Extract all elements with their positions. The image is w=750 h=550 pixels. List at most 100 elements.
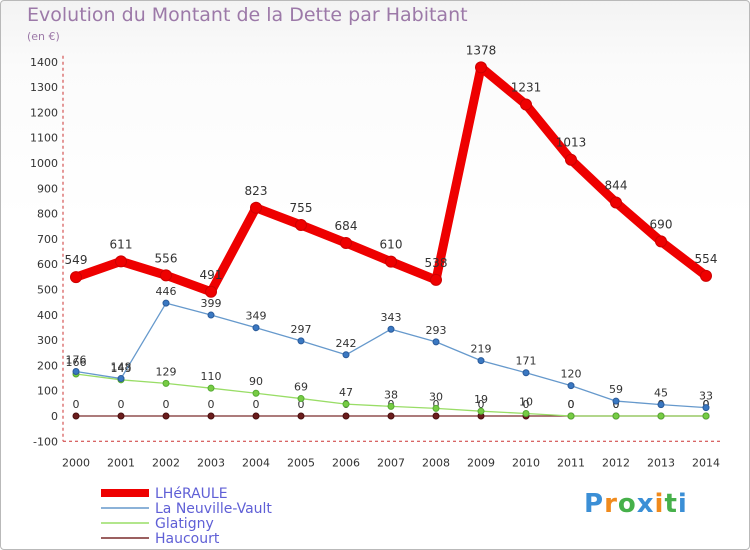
data-point-glatigny	[522, 409, 530, 417]
data-label-lh-raule: 610	[380, 238, 403, 252]
data-point-haucourt	[252, 412, 260, 420]
data-label-la-neuville-vault: 171	[516, 355, 537, 368]
data-point-glatigny	[207, 384, 215, 392]
data-point-la-neuville-vault	[342, 351, 350, 359]
data-point-lh-raule	[115, 255, 127, 268]
data-label-glatigny: 10	[519, 395, 533, 408]
data-point-la-neuville-vault	[387, 325, 395, 333]
data-label-la-neuville-vault: 45	[654, 387, 668, 400]
x-tick-label: 2000	[62, 456, 90, 469]
chart-subtitle: (en €)	[27, 30, 60, 43]
legend-label: LHéRAULE	[155, 486, 228, 502]
data-point-la-neuville-vault	[567, 382, 575, 390]
x-tick-label: 2004	[242, 456, 270, 469]
y-tick-label: 1200	[30, 106, 58, 119]
data-label-glatigny: 69	[294, 381, 308, 394]
data-label-glatigny: 47	[339, 386, 353, 399]
data-label-haucourt: 0	[523, 398, 530, 411]
data-label-haucourt: 0	[478, 398, 485, 411]
data-label-la-neuville-vault: 343	[381, 311, 402, 324]
data-point-la-neuville-vault	[117, 375, 125, 383]
data-point-la-neuville-vault	[522, 369, 530, 377]
data-label-la-neuville-vault: 349	[246, 310, 267, 323]
data-point-haucourt	[342, 412, 350, 420]
data-label-la-neuville-vault: 219	[471, 343, 492, 356]
data-point-glatigny	[342, 400, 350, 408]
data-point-la-neuville-vault	[162, 299, 170, 307]
x-tick-label: 2006	[332, 456, 360, 469]
data-label-la-neuville-vault: 33	[699, 390, 713, 403]
data-point-glatigny	[252, 389, 260, 397]
data-label-haucourt: 0	[253, 398, 260, 411]
data-label-glatigny: 19	[474, 393, 488, 406]
x-tick-label: 2014	[692, 456, 720, 469]
legend-label: Glatigny	[155, 516, 214, 532]
y-tick-label: 1100	[30, 132, 58, 145]
data-label-la-neuville-vault: 399	[201, 297, 222, 310]
data-label-lh-raule: 844	[605, 178, 628, 192]
data-label-lh-raule: 549	[65, 253, 88, 267]
data-label-lh-raule: 755	[290, 201, 313, 215]
data-label-lh-raule: 538	[425, 256, 448, 270]
y-tick-label: 400	[37, 309, 58, 322]
data-point-glatigny	[477, 407, 485, 415]
data-label-lh-raule: 1378	[466, 43, 497, 57]
data-point-lh-raule	[565, 153, 577, 166]
data-point-glatigny	[387, 402, 395, 410]
data-point-lh-raule	[70, 271, 82, 284]
data-label-la-neuville-vault: 297	[291, 323, 312, 336]
data-point-haucourt	[297, 412, 305, 420]
data-point-lh-raule	[295, 218, 307, 231]
data-point-haucourt	[72, 412, 80, 420]
y-tick-label: 0	[51, 410, 58, 423]
data-point-la-neuville-vault	[72, 367, 80, 375]
proxiti-logo: Proxiti	[584, 489, 688, 519]
data-point-glatigny	[567, 412, 575, 420]
data-point-la-neuville-vault	[477, 357, 485, 365]
data-label-glatigny: 0	[568, 398, 575, 411]
data-point-glatigny	[432, 404, 440, 412]
data-point-glatigny	[162, 379, 170, 387]
data-point-lh-raule	[520, 98, 532, 111]
data-point-lh-raule	[340, 236, 352, 249]
x-tick-label: 2013	[647, 456, 675, 469]
data-label-la-neuville-vault: 148	[111, 361, 132, 374]
x-tick-label: 2012	[602, 456, 630, 469]
data-label-la-neuville-vault: 293	[426, 324, 447, 337]
x-tick-label: 2009	[467, 456, 495, 469]
x-tick-label: 2007	[377, 456, 405, 469]
data-point-la-neuville-vault	[207, 311, 215, 319]
data-point-lh-raule	[700, 269, 712, 282]
legend-label: La Neuville-Vault	[155, 501, 272, 517]
data-label-la-neuville-vault: 176	[66, 353, 87, 366]
data-point-lh-raule	[430, 273, 442, 286]
data-label-lh-raule: 823	[245, 184, 268, 198]
data-point-glatigny	[657, 412, 665, 420]
data-label-haucourt: 0	[163, 398, 170, 411]
data-label-glatigny: 129	[156, 365, 177, 378]
data-point-la-neuville-vault	[702, 404, 710, 412]
data-label-glatigny: 30	[429, 390, 443, 403]
data-label-lh-raule: 554	[695, 252, 718, 266]
data-label-lh-raule: 1231	[511, 81, 542, 95]
data-point-lh-raule	[205, 285, 217, 298]
y-tick-label: 200	[37, 359, 58, 372]
y-tick-label: 700	[37, 233, 58, 246]
data-label-haucourt: 0	[568, 398, 575, 411]
x-tick-label: 2010	[512, 456, 540, 469]
data-point-la-neuville-vault	[657, 401, 665, 409]
data-point-lh-raule	[475, 61, 487, 74]
data-point-lh-raule	[160, 269, 172, 282]
data-label-lh-raule: 1013	[556, 136, 587, 150]
y-tick-label: 1000	[30, 157, 58, 170]
data-point-la-neuville-vault	[297, 337, 305, 345]
data-label-la-neuville-vault: 59	[609, 383, 623, 396]
data-label-lh-raule: 491	[200, 268, 223, 282]
data-label-haucourt: 0	[433, 398, 440, 411]
y-tick-label: 100	[37, 385, 58, 398]
data-point-lh-raule	[250, 201, 262, 214]
data-label-la-neuville-vault: 120	[561, 368, 582, 381]
data-label-haucourt: 0	[73, 398, 80, 411]
